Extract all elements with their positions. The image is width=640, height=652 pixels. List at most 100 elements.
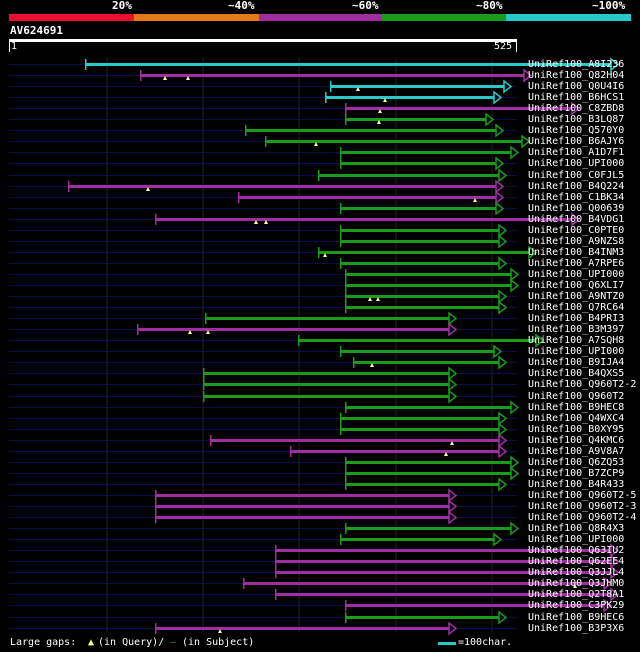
hit-row[interactable]: [9, 598, 613, 613]
hit-label[interactable]: UniRef100_C0PTE0: [528, 225, 625, 236]
hit-row[interactable]: [9, 477, 517, 492]
hit-label[interactable]: UniRef100_B3M397: [528, 324, 625, 335]
hit-row[interactable]: [9, 90, 517, 105]
hit-label[interactable]: UniRef100_Q4KMC6: [528, 435, 625, 446]
hit-bar[interactable]: [340, 229, 499, 232]
hit-bar[interactable]: [203, 383, 449, 386]
hit-bar[interactable]: [155, 494, 449, 497]
hit-bar[interactable]: [340, 162, 496, 165]
hit-row[interactable]: [9, 554, 620, 569]
hit-row[interactable]: [9, 466, 520, 481]
hit-bar[interactable]: [345, 107, 572, 110]
hit-bar[interactable]: [353, 361, 499, 364]
hit-row[interactable]: [9, 411, 517, 426]
hit-label[interactable]: UniRef100_B4Q224: [528, 181, 625, 192]
hit-label[interactable]: UniRef100_Q00639: [528, 203, 625, 214]
hit-label[interactable]: UniRef100_B6HCS1: [528, 92, 625, 103]
hit-bar[interactable]: [330, 85, 504, 88]
hit-row[interactable]: [9, 245, 538, 260]
hit-bar[interactable]: [210, 439, 499, 442]
hit-row[interactable]: [9, 344, 517, 359]
hit-bar[interactable]: [340, 350, 494, 353]
hit-row[interactable]: [9, 278, 520, 293]
hit-bar[interactable]: [275, 593, 611, 596]
hit-label[interactable]: UniRef100_UPI000: [528, 346, 625, 357]
hit-row[interactable]: [9, 532, 517, 547]
hit-row[interactable]: [9, 488, 517, 503]
hit-label[interactable]: UniRef100_B9IJA4: [528, 357, 625, 368]
hit-label[interactable]: UniRef100_UPI000: [528, 158, 625, 169]
hit-label[interactable]: UniRef100_Q960T2-3: [528, 501, 637, 512]
hit-row[interactable]: [9, 543, 620, 558]
hit-row[interactable]: [9, 355, 517, 370]
hit-label[interactable]: UniRef100_Q960T2-5: [528, 490, 637, 501]
hit-row[interactable]: [9, 101, 581, 116]
hit-row[interactable]: [9, 389, 517, 404]
hit-bar[interactable]: [275, 549, 611, 552]
hit-row[interactable]: [9, 444, 517, 459]
hit-bar[interactable]: [340, 151, 511, 154]
hit-row[interactable]: [9, 256, 517, 271]
hit-bar[interactable]: [345, 604, 604, 607]
query-id[interactable]: AV624691: [10, 24, 63, 37]
hit-label[interactable]: UniRef100_Q570Y0: [528, 125, 625, 136]
hit-row[interactable]: [9, 422, 517, 437]
hit-bar[interactable]: [298, 339, 536, 342]
hit-row[interactable]: [9, 521, 520, 536]
hit-label[interactable]: UniRef100_B7ZCP9: [528, 468, 625, 479]
hit-label[interactable]: UniRef100_C3PK29: [528, 600, 625, 611]
hit-label[interactable]: UniRef100_Q8R4X3: [528, 523, 625, 534]
hit-bar[interactable]: [275, 560, 611, 563]
hit-bar[interactable]: [345, 118, 486, 121]
hit-label[interactable]: UniRef100_Q3JHM0: [528, 578, 625, 589]
hit-bar[interactable]: [345, 616, 499, 619]
hit-bar[interactable]: [140, 74, 524, 77]
hit-label[interactable]: UniRef100_B9HEC6: [528, 612, 625, 623]
hit-row[interactable]: [9, 333, 545, 348]
hit-label[interactable]: UniRef100_B9HEC8: [528, 402, 625, 413]
hit-row[interactable]: [9, 576, 613, 591]
hit-row[interactable]: [9, 234, 517, 249]
hit-label[interactable]: UniRef100_B4INM3: [528, 247, 625, 258]
hit-bar[interactable]: [345, 406, 511, 409]
hit-bar[interactable]: [290, 450, 499, 453]
hit-bar[interactable]: [345, 295, 499, 298]
hit-bar[interactable]: [325, 96, 494, 99]
hit-label[interactable]: UniRef100_A7SQH8: [528, 335, 625, 346]
hit-row[interactable]: [9, 400, 520, 415]
hit-row[interactable]: [9, 57, 620, 72]
hit-row[interactable]: [9, 267, 520, 282]
hit-row[interactable]: [9, 311, 517, 326]
hit-bar[interactable]: [238, 196, 496, 199]
hit-row[interactable]: [9, 499, 517, 514]
hit-label[interactable]: UniRef100_Q0U4I6: [528, 81, 625, 92]
hit-label[interactable]: UniRef100_B4PRI3: [528, 313, 625, 324]
hit-bar[interactable]: [340, 428, 499, 431]
hit-bar[interactable]: [345, 472, 511, 475]
hit-row[interactable]: [9, 455, 520, 470]
hit-label[interactable]: UniRef100_UPI000: [528, 269, 625, 280]
hit-row[interactable]: [9, 300, 517, 315]
hit-bar[interactable]: [243, 582, 604, 585]
hit-row[interactable]: [9, 433, 517, 448]
hit-bar[interactable]: [155, 218, 572, 221]
hit-label[interactable]: UniRef100_Q6ZQ53: [528, 457, 625, 468]
hit-bar[interactable]: [345, 306, 499, 309]
hit-bar[interactable]: [345, 273, 511, 276]
hit-label[interactable]: UniRef100_Q82H04: [528, 70, 625, 81]
hit-label[interactable]: UniRef100_Q2T8A1: [528, 589, 625, 600]
hit-row[interactable]: [9, 201, 517, 216]
hit-row[interactable]: [9, 223, 517, 238]
hit-bar[interactable]: [345, 284, 511, 287]
hit-bar[interactable]: [155, 505, 449, 508]
hit-row[interactable]: [9, 322, 517, 337]
hit-label[interactable]: UniRef100_B4QXS5: [528, 368, 625, 379]
hit-bar[interactable]: [203, 372, 449, 375]
hit-bar[interactable]: [318, 174, 499, 177]
hit-label[interactable]: UniRef100_C1BK34: [528, 192, 625, 203]
hit-bar[interactable]: [345, 461, 511, 464]
hit-label[interactable]: UniRef100_A9NZS8: [528, 236, 625, 247]
hit-bar[interactable]: [340, 240, 499, 243]
hit-row[interactable]: [9, 156, 517, 171]
hit-row[interactable]: [9, 610, 517, 625]
